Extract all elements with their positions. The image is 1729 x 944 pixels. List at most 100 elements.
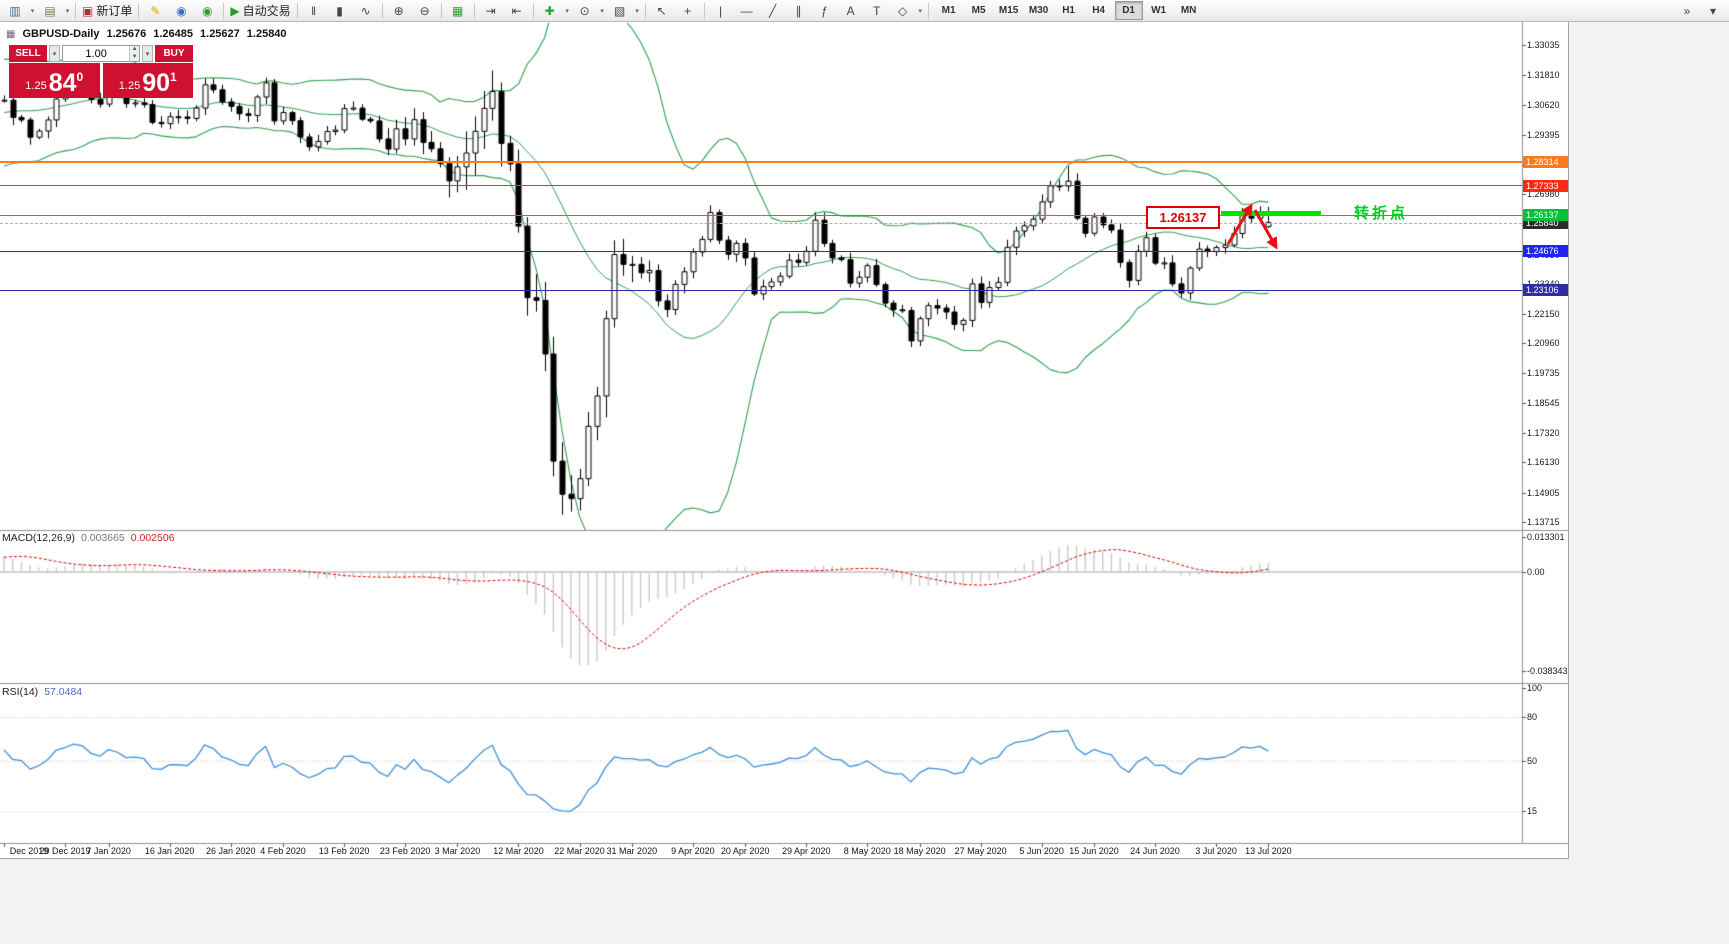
timeframe-h1[interactable]: H1 bbox=[1062, 5, 1075, 16]
buy-options-dropdown[interactable]: ▾ bbox=[142, 45, 153, 62]
symbol-timeframe-label: GBPUSD-Daily bbox=[22, 28, 100, 40]
timeframe-w1[interactable]: W1 bbox=[1151, 5, 1167, 16]
level-line-1.28314[interactable] bbox=[0, 160, 1522, 163]
shapes-button-dropdown[interactable]: ▾ bbox=[918, 7, 922, 15]
price-tick-label: 1.17320 bbox=[1527, 427, 1560, 438]
sell-price-prefix: 1.25 bbox=[25, 80, 47, 92]
price-tick-label: 1.20960 bbox=[1527, 338, 1560, 349]
cursor-button[interactable]: ↖ bbox=[650, 2, 674, 20]
price-tick-label: 1.18545 bbox=[1527, 397, 1560, 408]
templates-button[interactable]: ▧ bbox=[608, 2, 632, 20]
price-callout[interactable]: 1.26137 bbox=[1146, 206, 1220, 229]
toolbar-overflow-button[interactable]: » bbox=[1683, 3, 1691, 18]
periods-button[interactable]: ⊙ bbox=[573, 2, 597, 20]
horizontal-line-button[interactable]: — bbox=[735, 2, 759, 20]
zoom-out-icon: ⊖ bbox=[419, 3, 430, 18]
level-line-1.27333[interactable] bbox=[0, 185, 1522, 187]
candlestick-button[interactable]: ▮ bbox=[328, 2, 352, 20]
metaeditor-icon: ✎ bbox=[150, 3, 161, 18]
date-label: 29 Apr 2020 bbox=[781, 846, 831, 856]
timeframe-d1[interactable]: D1 bbox=[1114, 1, 1143, 20]
level-flag-1.27333: 1.27333 bbox=[1523, 179, 1568, 192]
volume-increase-button[interactable]: ▲ bbox=[130, 46, 139, 54]
new-chart-button[interactable]: ▥ bbox=[3, 2, 27, 20]
channel-button[interactable]: ∥ bbox=[787, 2, 811, 20]
turning-point-text[interactable]: 转折点 bbox=[1354, 204, 1409, 222]
templates-icon: ▧ bbox=[613, 3, 626, 18]
bar-chart-icon: ‖ bbox=[311, 3, 317, 18]
trendline-button[interactable]: ╱ bbox=[761, 2, 785, 20]
new-order-button-label: 新订单 bbox=[96, 4, 133, 18]
date-label: 29 Dec 2019 bbox=[39, 846, 91, 856]
channel-icon: ∥ bbox=[795, 3, 802, 18]
rsi-value: 57.0484 bbox=[44, 686, 83, 698]
level-line-1.24676[interactable] bbox=[0, 250, 1522, 252]
vertical-line-button[interactable]: | bbox=[709, 2, 733, 20]
rsi-name: RSI(14) bbox=[2, 686, 39, 698]
periods-button-dropdown[interactable]: ▾ bbox=[600, 7, 604, 15]
sell-button[interactable]: SELL bbox=[9, 45, 47, 62]
help-button[interactable]: ◉ bbox=[195, 2, 219, 20]
toolbar-separator bbox=[296, 2, 298, 19]
date-label: 16 Jan 2020 bbox=[144, 846, 195, 856]
sell-options-dropdown[interactable]: ▾ bbox=[49, 45, 60, 62]
new-order-button[interactable]: ▣ 新订单 bbox=[80, 2, 134, 20]
toolbar-customize-button[interactable]: ▾ bbox=[1709, 3, 1717, 18]
chart-window: ▦ GBPUSD-Daily 1.25676 1.26485 1.25627 1… bbox=[0, 22, 1569, 859]
price-tick-label: 1.30620 bbox=[1527, 99, 1560, 110]
text-icon: A bbox=[846, 3, 855, 18]
shapes-icon: ◇ bbox=[897, 3, 908, 18]
timeframe-m5[interactable]: M5 bbox=[971, 5, 986, 16]
volume-spinner: ▲ ▼ bbox=[129, 46, 139, 61]
macd-name: MACD(12,26,9) bbox=[2, 532, 75, 544]
auto-scroll-button[interactable]: ⇥ bbox=[479, 2, 503, 20]
timeframe-group: M1 M5 M15 M30 H1 H4 D1 W1 MN bbox=[934, 1, 1204, 20]
volume-decrease-button[interactable]: ▼ bbox=[130, 53, 139, 61]
level-line-1.23106[interactable] bbox=[0, 289, 1522, 291]
crosshair-button[interactable]: + bbox=[676, 2, 700, 20]
chart-shift-button[interactable]: ⇤ bbox=[505, 2, 529, 20]
toolbar-separator bbox=[138, 2, 140, 19]
metaeditor-button[interactable]: ✎ bbox=[143, 2, 167, 20]
date-label: 3 Jul 2020 bbox=[1195, 846, 1237, 856]
shapes-button[interactable]: ◇ bbox=[891, 2, 915, 20]
timeframe-h4[interactable]: H4 bbox=[1092, 5, 1105, 16]
timeframe-m1[interactable]: M1 bbox=[941, 5, 956, 16]
bar-chart-button[interactable]: ‖ bbox=[302, 2, 326, 20]
timeframe-m30[interactable]: M30 bbox=[1028, 5, 1049, 16]
profiles-button[interactable]: ▤ bbox=[38, 2, 62, 20]
text-button[interactable]: A bbox=[839, 2, 863, 20]
level-flag-1.23106: 1.23106 bbox=[1523, 284, 1568, 297]
timeframe-m15[interactable]: M15 bbox=[998, 5, 1019, 16]
timeframe-mn[interactable]: MN bbox=[1180, 5, 1197, 16]
sell-price-button[interactable]: 1.25 84 0 bbox=[9, 63, 100, 98]
cursor-icon: ↖ bbox=[656, 3, 667, 18]
price-tick-label: 1.26980 bbox=[1527, 189, 1560, 200]
volume-input[interactable] bbox=[63, 46, 130, 61]
zoom-out-button[interactable]: ⊖ bbox=[413, 2, 437, 20]
tile-windows-button[interactable]: ▦ bbox=[446, 2, 470, 20]
turning-point-highlight-bar[interactable] bbox=[1221, 211, 1321, 216]
macd-tick-label: 0.013301 bbox=[1527, 532, 1565, 542]
autotrading-button[interactable]: ▶ 自动交易 bbox=[228, 2, 292, 20]
templates-button-dropdown[interactable]: ▾ bbox=[635, 7, 639, 15]
buy-price-button[interactable]: 1.25 90 1 bbox=[102, 63, 193, 98]
chart-canvas[interactable] bbox=[0, 22, 1568, 858]
label-button[interactable]: T bbox=[865, 2, 889, 20]
indicators-button-dropdown[interactable]: ▾ bbox=[565, 7, 569, 15]
options-button[interactable]: ◉ bbox=[169, 2, 193, 20]
macd-tick-label: -0.038343 bbox=[1527, 666, 1568, 676]
level-line-1.26137[interactable] bbox=[0, 214, 1522, 216]
buy-button[interactable]: BUY bbox=[155, 45, 193, 62]
indicators-button[interactable]: ✚ bbox=[538, 2, 562, 20]
new-chart-button-dropdown[interactable]: ▾ bbox=[30, 7, 35, 15]
zoom-in-button[interactable]: ⊕ bbox=[387, 2, 411, 20]
fibonacci-button[interactable]: ƒ bbox=[813, 2, 837, 20]
date-label: 27 May 2020 bbox=[954, 846, 1007, 856]
one-click-trading-panel: SELL ▾ ▲ ▼ ▾ BUY 1.25 84 0 bbox=[9, 45, 193, 98]
line-chart-button[interactable]: ∿ bbox=[354, 2, 378, 20]
profiles-button-dropdown[interactable]: ▾ bbox=[65, 7, 70, 15]
toolbar-separator bbox=[381, 2, 383, 19]
level-flag-1.28314: 1.28314 bbox=[1523, 155, 1568, 168]
